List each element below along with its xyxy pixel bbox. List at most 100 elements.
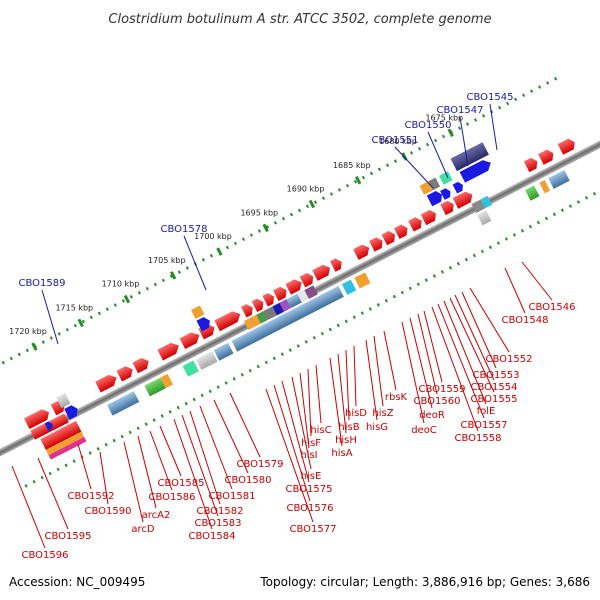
kbp-tick-label: 1685 kbp — [333, 161, 371, 170]
reverse-gene-box — [354, 272, 371, 289]
gene-arrow — [241, 304, 253, 318]
gene-arrow — [394, 224, 408, 239]
gene-label: folE — [477, 406, 496, 417]
label-leader-line — [443, 300, 487, 405]
gene-label: hisG — [366, 422, 388, 433]
genome-track — [0, 76, 600, 488]
label-leader-line — [77, 443, 92, 490]
outer-gene-arrow — [64, 405, 78, 420]
label-leader-line — [427, 131, 449, 179]
gene-arrow — [408, 217, 422, 232]
label-leader-line — [459, 116, 469, 167]
gene-label: hisD — [345, 408, 367, 419]
gene-label: CBO1559 — [419, 384, 466, 395]
gene-label: CBO1554 — [471, 382, 518, 393]
reverse-gene-box — [40, 420, 82, 450]
gene-arrow — [440, 200, 454, 216]
gene-label: CBO1553 — [473, 370, 520, 381]
label-leader-line — [173, 418, 213, 530]
reverse-gene-box — [160, 373, 174, 389]
gene-label: CBO1584 — [189, 531, 236, 542]
label-leader-line — [353, 345, 357, 407]
outer-gene-box — [428, 177, 441, 191]
gene-label: hisB — [338, 422, 359, 433]
gene-label: hisC — [310, 425, 331, 436]
genome-backbone — [0, 140, 600, 458]
label-leader-line — [423, 310, 443, 383]
kbp-tick-label: 1710 kbp — [102, 280, 140, 289]
label-leader-line — [299, 372, 310, 449]
label-leader-line — [504, 267, 526, 314]
gene-label: hisA — [331, 448, 352, 459]
gene-label: hisZ — [372, 408, 393, 419]
gene-label: CBO1579 — [237, 459, 284, 470]
gene-arrow — [420, 209, 436, 226]
gene-box — [471, 199, 486, 213]
gene-box — [286, 293, 302, 309]
label-leader-line — [123, 441, 144, 523]
kbp-tick-label: 1700 kbp — [194, 232, 232, 241]
reverse-gene-box — [182, 360, 199, 377]
gene-arrow — [273, 286, 287, 302]
label-leader-line — [273, 384, 311, 502]
label-leader-line — [365, 339, 378, 421]
label-leader-line — [41, 289, 59, 345]
gene-arrow — [116, 366, 133, 382]
gene-label: CBO1557 — [461, 420, 508, 431]
gene-label: CBO1551 — [372, 135, 419, 146]
label-leader-line — [307, 368, 312, 437]
gene-box — [279, 299, 292, 312]
outer-gene-box — [190, 305, 205, 319]
label-leader-line — [137, 435, 157, 509]
label-leader-line — [394, 146, 434, 189]
label-leader-line — [373, 335, 384, 407]
reverse-gene-box — [341, 279, 357, 295]
gene-arrow — [24, 409, 50, 430]
label-leader-line — [437, 303, 485, 419]
outer-gene-box — [450, 142, 489, 172]
label-leader-line — [315, 364, 322, 424]
gene-labels: CBO1545 CBO1547 CBO1550 CBO1551 CBO1578 CBO15… — [11, 92, 576, 561]
label-leader-line — [213, 399, 249, 474]
gene-label: CBO1550 — [405, 120, 452, 131]
outer-gene-arrow — [440, 188, 451, 200]
label-leader-line — [149, 430, 173, 491]
outer-gene-arrow — [44, 421, 53, 431]
kbp-tick-mark — [355, 176, 362, 185]
gene-arrow — [329, 258, 342, 272]
gene-arrow — [95, 374, 117, 393]
kbp-tick-mark — [77, 318, 84, 328]
gene-arrow — [299, 272, 314, 288]
gene-label: CBO1592 — [68, 491, 115, 502]
inner-ruler-line — [24, 183, 600, 488]
gene-label: CBO1590 — [85, 506, 132, 517]
outer-ruler-line — [0, 76, 559, 381]
gene-label: hisF — [301, 438, 321, 449]
reverse-gene-box — [45, 431, 85, 456]
label-leader-line — [281, 380, 310, 483]
gene-arrow — [312, 264, 331, 281]
gene-label: rbsK — [385, 392, 408, 403]
label-leader-line — [183, 235, 207, 291]
label-leader-line — [199, 405, 233, 490]
gene-label: CBO1545 — [467, 92, 514, 103]
outer-gene-arrow — [459, 160, 491, 183]
kbp-tick-mark — [170, 271, 177, 280]
gene-label: hisE — [301, 471, 322, 482]
label-leader-line — [454, 294, 495, 381]
reverse-gene-box — [196, 350, 218, 370]
gene-label: CBO1560 — [414, 396, 461, 407]
gene-label: hisH — [335, 435, 357, 446]
kbp-tick-mark — [31, 342, 38, 351]
kbp-tick-mark — [262, 223, 269, 233]
reverse-gene-box — [525, 185, 540, 201]
label-leader-line — [401, 321, 425, 424]
label-leader-line — [521, 261, 553, 301]
gene-box — [304, 285, 318, 299]
gene-label: CBO1596 — [22, 550, 69, 561]
gene-label: CBO1558 — [455, 433, 502, 444]
gene-label: CBO1552 — [486, 354, 533, 365]
gene-label: CBO1547 — [437, 105, 484, 116]
gene-arrow — [452, 191, 473, 209]
map-title: Clostridium botulinum A str. ATCC 3502, … — [108, 12, 491, 27]
